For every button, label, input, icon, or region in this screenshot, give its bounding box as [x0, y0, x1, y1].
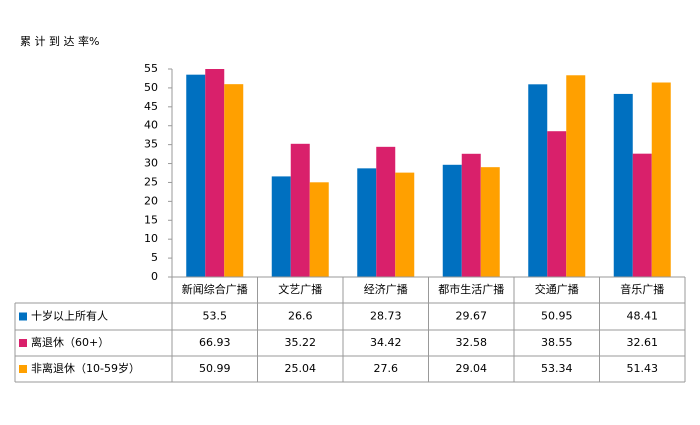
bar — [480, 167, 500, 277]
y-tick-label: 0 — [151, 270, 158, 283]
bar — [461, 153, 481, 277]
plot-area — [186, 69, 671, 277]
legend-label: 十岁以上所有人 — [31, 309, 108, 323]
legend-label: 离退休（60+） — [31, 335, 109, 349]
y-tick-label: 15 — [144, 213, 158, 226]
bar — [357, 168, 377, 277]
legend-label: 非离退休（10-59岁） — [31, 361, 140, 375]
table-value: 50.99 — [199, 362, 231, 375]
y-tick-label: 35 — [144, 138, 158, 151]
table-value: 51.43 — [627, 362, 659, 375]
table-value: 28.73 — [370, 310, 402, 323]
bar — [271, 176, 291, 277]
table-value: 27.6 — [374, 362, 399, 375]
bar — [224, 84, 244, 277]
x-tick-label: 交通广播 — [535, 282, 579, 296]
table-value: 53.5 — [203, 310, 228, 323]
y-tick-label: 55 — [144, 62, 158, 75]
table-value: 26.6 — [288, 310, 313, 323]
x-tick-label: 经济广播 — [364, 282, 408, 296]
bar — [566, 75, 586, 277]
x-tick-label: 音乐广播 — [620, 282, 664, 296]
table-value: 53.34 — [541, 362, 573, 375]
y-tick-label: 25 — [144, 175, 158, 188]
y-tick-label: 50 — [144, 81, 158, 94]
bar — [632, 153, 652, 277]
bar — [290, 143, 310, 277]
bar — [547, 131, 567, 277]
table-value: 66.93 — [199, 336, 231, 349]
bar — [528, 84, 548, 277]
chart-title: 累 计 到 达 率% — [20, 34, 99, 48]
x-tick-label: 新闻综合广播 — [182, 282, 248, 296]
table-value: 29.67 — [456, 310, 488, 323]
table-value: 32.58 — [456, 336, 488, 349]
y-tick-label: 20 — [144, 194, 158, 207]
bar — [376, 146, 396, 277]
x-tick-label: 文艺广播 — [278, 282, 322, 296]
table-value: 48.41 — [627, 310, 659, 323]
y-tick-label: 30 — [144, 157, 158, 170]
y-tick-label: 40 — [144, 119, 158, 132]
bar — [186, 74, 206, 277]
table-value: 35.22 — [285, 336, 317, 349]
bar — [651, 82, 671, 277]
bar — [395, 172, 415, 277]
legend-swatch — [19, 339, 27, 347]
table-value: 34.42 — [370, 336, 402, 349]
y-tick-label: 10 — [144, 232, 158, 245]
bar — [442, 164, 462, 277]
bar — [613, 93, 633, 277]
table-value: 32.61 — [627, 336, 659, 349]
bar — [205, 69, 225, 277]
x-tick-label: 都市生活广播 — [438, 282, 504, 296]
legend-swatch — [19, 312, 27, 321]
legend-swatch — [19, 365, 27, 373]
y-tick-label: 45 — [144, 100, 158, 113]
table-value: 38.55 — [541, 336, 573, 349]
table-value: 50.95 — [541, 310, 573, 323]
table-value: 29.04 — [456, 362, 488, 375]
table-value: 25.04 — [285, 362, 317, 375]
y-tick-label: 5 — [151, 251, 158, 264]
bar — [309, 182, 329, 277]
